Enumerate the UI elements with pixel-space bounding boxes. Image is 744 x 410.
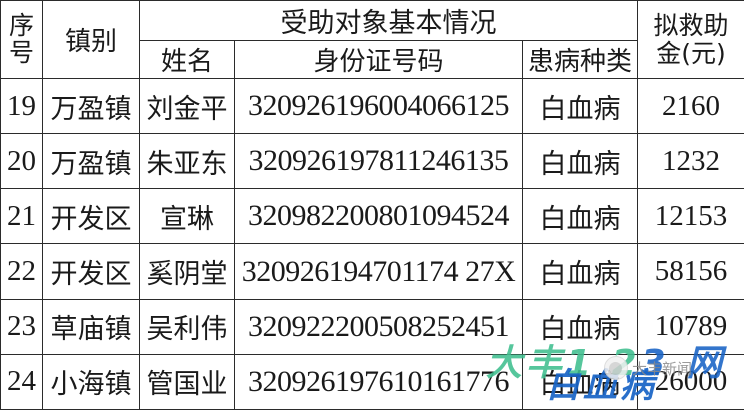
table-row: 23 草庙镇 吴利伟 320922200508252451 白血病 10789 [0, 298, 744, 355]
cell-name: 吴利伟 [139, 298, 235, 355]
cell-amount: 58156 [637, 243, 744, 300]
header-row-top: 序 号 镇别 受助对象基本情况 拟救助 金(元) [0, 0, 744, 79]
cell-id-number: 320926197811246135 [234, 133, 523, 190]
table-row: 19 万盈镇 刘金平 320926196004066125 白血病 2160 [0, 77, 744, 135]
cell-amount: 10789 [637, 298, 744, 355]
header-amount-line-1: 拟救助 [653, 11, 729, 40]
cell-name: 奚阴堂 [139, 243, 235, 300]
table-header: 序 号 镇别 受助对象基本情况 拟救助 金(元) 姓名 身份证号码 患病种类 [0, 0, 744, 79]
cell-township: 开发区 [42, 188, 140, 245]
cell-id-number: 320926197610161776 [234, 353, 523, 410]
cell-disease: 白血病 [521, 243, 639, 300]
header-cell-disease: 患病种类 [521, 40, 639, 79]
header-cell-name: 姓名 [139, 40, 235, 79]
header-cell-sequence: 序 号 [0, 0, 43, 79]
cell-amount: 1232 [637, 133, 744, 190]
cell-township: 小海镇 [42, 353, 140, 410]
cell-name: 刘金平 [139, 77, 235, 135]
table-row: 21 开发区 宣琳 320982200801094524 白血病 12153 [0, 188, 744, 245]
cell-name: 宣琳 [139, 188, 235, 245]
cell-id-number: 320926196004066125 [234, 77, 523, 135]
header-sequence-char-1: 序 [8, 11, 34, 41]
cell-name: 朱亚东 [139, 133, 235, 190]
header-row-sub: 姓名 身份证号码 患病种类 [1, 40, 744, 79]
cell-amount: 2160 [637, 77, 744, 135]
cell-township: 万盈镇 [42, 133, 140, 190]
header-cell-id-number: 身份证号码 [234, 40, 523, 79]
cell-sequence: 19 [0, 77, 43, 135]
cell-sequence: 20 [0, 133, 43, 190]
table-row: 24 小海镇 管国业 320926197610161776 白血病 26000 [0, 353, 744, 410]
cell-sequence: 23 [0, 298, 43, 355]
cell-disease: 白血病 [521, 353, 639, 410]
cell-id-number: 320926194701174 27X [234, 243, 523, 300]
cell-township: 草庙镇 [42, 298, 140, 355]
table-row: 20 万盈镇 朱亚东 320926197811246135 白血病 1232 [0, 133, 744, 190]
cell-sequence: 21 [0, 188, 43, 245]
cell-id-number: 320982200801094524 [234, 188, 523, 245]
header-cell-amount: 拟救助 金(元) [637, 0, 744, 79]
cell-disease: 白血病 [521, 298, 639, 355]
table-body: 19 万盈镇 刘金平 320926196004066125 白血病 2160 2… [0, 77, 744, 410]
header-sequence-char-2: 号 [8, 37, 34, 67]
cell-name: 管国业 [139, 353, 235, 410]
cell-sequence: 22 [0, 243, 43, 300]
cell-disease: 白血病 [521, 77, 639, 135]
cell-amount: 12153 [637, 188, 744, 245]
header-cell-township: 镇别 [42, 0, 140, 79]
header-amount-line-2: 金(元) [656, 38, 726, 68]
cell-id-number: 320922200508252451 [234, 298, 523, 355]
header-cell-recipient-group: 受助对象基本情况 [138, 0, 639, 41]
cell-township: 万盈镇 [42, 77, 140, 135]
cell-township: 开发区 [42, 243, 140, 300]
table-row: 22 开发区 奚阴堂 320926194701174 27X 白血病 58156 [0, 243, 744, 300]
cell-sequence: 24 [0, 353, 43, 410]
cell-disease: 白血病 [521, 133, 639, 190]
cell-amount: 26000 [637, 353, 744, 410]
cell-disease: 白血病 [521, 188, 639, 245]
